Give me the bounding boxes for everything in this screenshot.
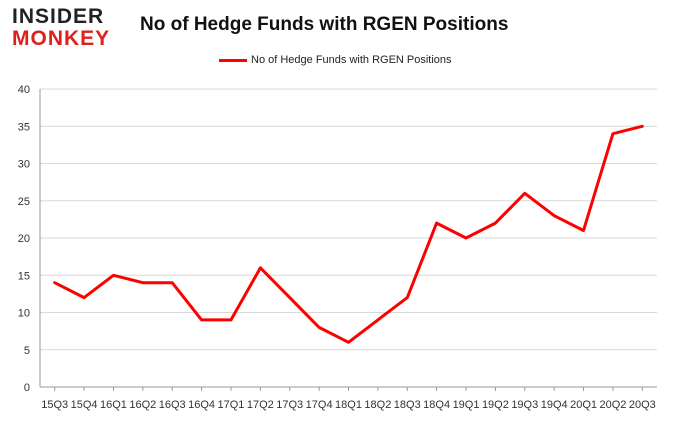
data-point — [259, 266, 262, 269]
data-point — [229, 318, 233, 322]
data-point — [494, 221, 497, 225]
x-tick-label: 17Q3 — [276, 399, 303, 411]
data-point — [171, 281, 174, 284]
x-tick-label: 18Q2 — [364, 399, 391, 411]
data-point — [347, 341, 350, 344]
data-point — [200, 318, 203, 322]
logo-text-insider: INSIDER — [12, 5, 105, 28]
data-point — [611, 132, 615, 135]
data-point — [523, 192, 526, 195]
x-tick-label: 18Q4 — [423, 399, 450, 411]
y-tick-label: 0 — [24, 382, 30, 394]
legend-swatch — [219, 58, 247, 62]
x-tick-label: 18Q3 — [394, 399, 421, 411]
y-tick-label: 35 — [18, 121, 30, 133]
data-point — [435, 221, 438, 225]
y-tick-label: 25 — [18, 196, 30, 208]
x-tick-label: 16Q1 — [100, 399, 127, 411]
data-point — [552, 214, 556, 217]
y-tick-label: 5 — [24, 345, 30, 357]
data-point — [582, 229, 585, 232]
x-tick-label: 17Q4 — [306, 399, 333, 411]
y-tick-label: 15 — [18, 270, 30, 282]
data-point — [641, 125, 644, 128]
data-point — [464, 236, 468, 240]
y-tick-label: 20 — [18, 233, 30, 245]
x-tick-label: 16Q2 — [129, 399, 156, 411]
legend: No of Hedge Funds with RGEN Positions — [219, 52, 452, 68]
series-line — [53, 124, 644, 344]
x-tick-label: 17Q1 — [218, 399, 245, 411]
x-tick-label: 20Q1 — [570, 399, 597, 411]
y-tick-label: 10 — [18, 308, 30, 320]
x-tick-label: 15Q3 — [41, 399, 68, 411]
data-point — [317, 326, 321, 329]
x-tick-label: 15Q4 — [71, 399, 98, 411]
data-point — [376, 318, 380, 322]
x-tick-label: 16Q4 — [188, 399, 215, 411]
x-tick-label: 19Q2 — [482, 399, 509, 411]
x-tick-label: 19Q4 — [541, 399, 568, 411]
x-tick-label: 16Q3 — [159, 399, 186, 411]
logo-text-monkey: MONKEY — [12, 27, 111, 50]
data-point — [288, 296, 291, 299]
insider-monkey-logo: INSIDER MONKEY — [12, 6, 124, 54]
data-point — [141, 281, 145, 284]
legend-label: No of Hedge Funds with RGEN Positions — [251, 54, 452, 66]
data-point — [112, 274, 115, 277]
x-tick-label: 20Q3 — [629, 399, 656, 411]
y-tick-label: 30 — [18, 159, 30, 171]
x-tick-label: 19Q3 — [511, 399, 538, 411]
x-tick-label: 18Q1 — [335, 399, 362, 411]
x-tick-label: 17Q2 — [247, 399, 274, 411]
x-tick-label: 20Q2 — [599, 399, 626, 411]
chart-title: No of Hedge Funds with RGEN Positions — [140, 14, 509, 35]
x-tick-label: 19Q1 — [453, 399, 480, 411]
data-point — [406, 296, 409, 299]
data-point — [53, 281, 56, 284]
data-point — [82, 296, 86, 299]
y-tick-label: 40 — [18, 84, 30, 96]
